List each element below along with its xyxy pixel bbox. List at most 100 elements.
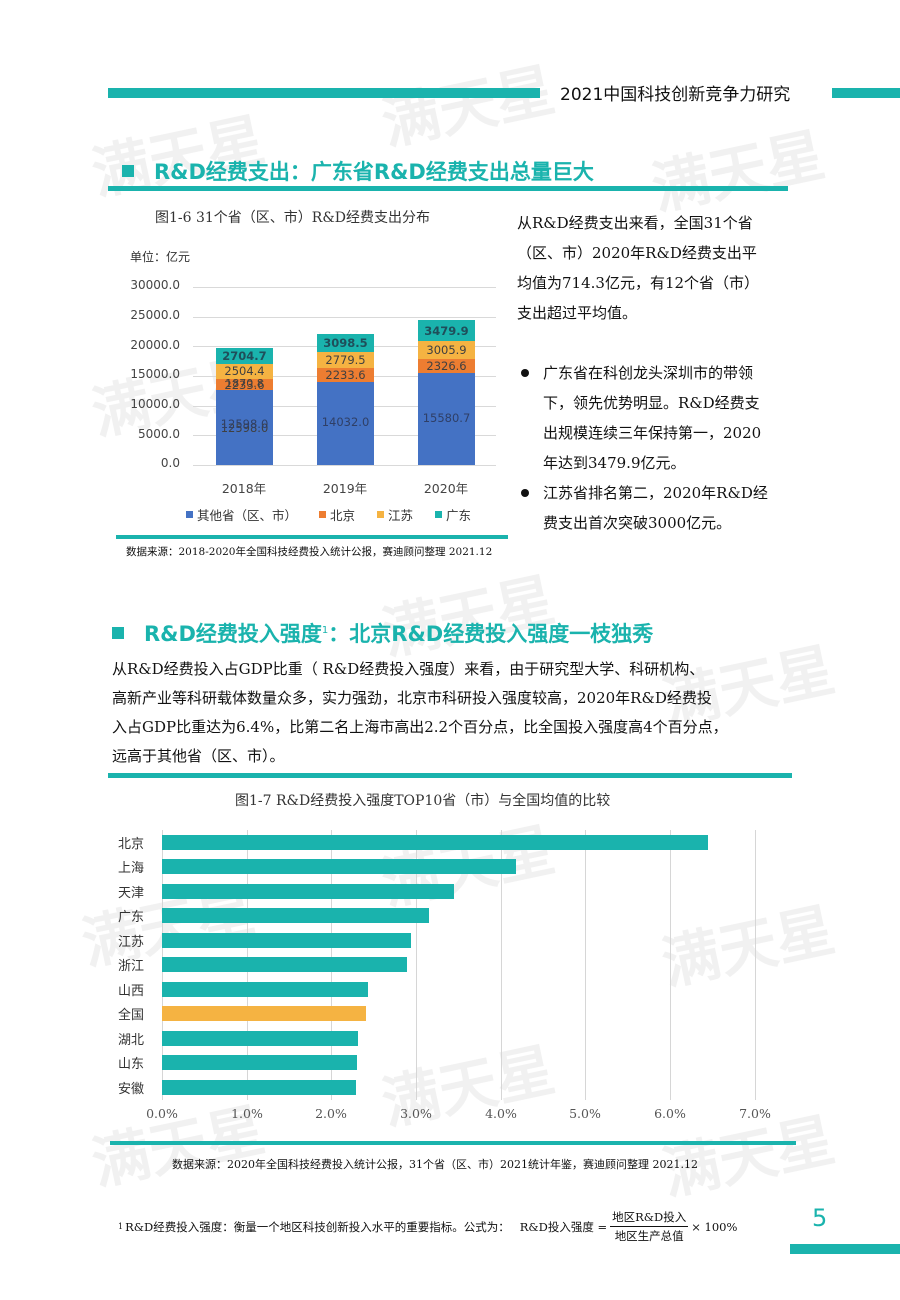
heading-part: R&D经费投入强度 (144, 622, 322, 646)
bar-label: 北京 (118, 836, 145, 852)
bar-row: 山东 (118, 1051, 357, 1076)
bar-label: 全国 (118, 1008, 145, 1024)
bar (162, 834, 708, 850)
gridline (585, 830, 586, 1100)
horizontal-bar-chart: 北京 上海 天津 广东 江苏 浙江 山西 全国 湖北 山东 安徽 (118, 830, 798, 1100)
unit-label: 单位：亿元 (130, 250, 191, 264)
bullet-dot-icon (521, 369, 529, 377)
formula-numerator: 地区R&D投入 (610, 1209, 689, 1227)
legend-label: 北京 (330, 508, 356, 523)
x-tick: 6.0% (654, 1106, 686, 1121)
gridline (193, 317, 496, 318)
y-tick: 20000.0 (130, 338, 180, 352)
bar (162, 1055, 357, 1071)
x-tick: 2020年 (423, 481, 469, 496)
legend-item-others: 其他省（区、市） (186, 505, 297, 524)
x-tick: 3.0% (400, 1106, 432, 1121)
bar-row: 广东 (118, 904, 429, 929)
figure1-title: 图1-6 31个省（区、市）R&D经费支出分布 (155, 210, 431, 226)
segment-others (418, 372, 475, 465)
y-tick: 0.0 (160, 456, 180, 470)
intro-line: 均值为714.3亿元，有12个省（市） (517, 274, 760, 292)
legend-label: 其他省（区、市） (197, 508, 298, 523)
bar-2018: 12598.0 2233.6 (216, 348, 273, 465)
bullet-line: 出规模连续三年保持第一，2020 (543, 424, 762, 442)
y-tick: 10000.0 (130, 397, 180, 411)
page-number: 5 (812, 1204, 828, 1232)
segment-jiangsu (418, 341, 475, 359)
bar-label: 湖北 (118, 1032, 145, 1048)
section1-heading-text: R&D经费支出：广东省R&D经费支出总量巨大 (154, 160, 594, 184)
legend-swatch (435, 511, 443, 518)
intro-line: 支出超过平均值。 (517, 304, 638, 322)
y-tick: 30000.0 (130, 278, 180, 292)
segment-beijing: 2233.6 (216, 379, 273, 391)
bar-2020 (418, 320, 475, 465)
bar (162, 957, 407, 973)
chart2-bottom-rule (110, 1141, 796, 1145)
segment-jiangsu (216, 364, 273, 380)
segment-guangdong (216, 348, 273, 365)
bullet-line: 费支出首次突破3000亿元。 (543, 514, 732, 532)
gridline (193, 465, 496, 466)
legend-item-beijing: 北京 (319, 505, 355, 524)
gridline (670, 830, 671, 1100)
paragraph-line: 从R&D经费投入占GDP比重（ R&D经费投入强度）来看，由于研究型大学、科研机… (112, 660, 705, 678)
formula-tail: × 100% (691, 1219, 738, 1234)
segment-beijing (418, 358, 475, 373)
bar-label: 安徽 (118, 1081, 145, 1097)
legend-item-jiangsu: 江苏 (377, 505, 413, 524)
bar-label: 上海 (118, 861, 145, 877)
bullet-line: 年达到3479.9亿元。 (543, 454, 686, 472)
bar (162, 883, 454, 899)
report-title: 2021中国科技创新竞争力研究 (560, 85, 791, 105)
bar-row: 浙江 (118, 953, 407, 978)
x-tick: 5.0% (569, 1106, 601, 1121)
paragraph-line: 远高于其他省（区、市）。 (112, 747, 285, 765)
bar (162, 981, 368, 997)
legend-label: 江苏 (388, 508, 414, 523)
chart1-source: 数据来源：2018-2020年全国科技经费投入统计公报，赛迪顾问整理 2021.… (126, 546, 493, 558)
bar-label: 天津 (118, 885, 145, 901)
formula-lhs: R&D投入强度 = (519, 1219, 608, 1234)
bullet-item: 江苏省排名第二，2020年R&D经 费支出首次突破3000亿元。 (517, 478, 802, 538)
bar (162, 908, 429, 924)
legend-swatch (319, 511, 327, 518)
segment-jiangsu (317, 351, 374, 369)
gridline (755, 830, 756, 1100)
legend-item-guangdong: 广东 (435, 505, 471, 524)
bullet-line: 广东省在科创龙头深圳市的带领 (543, 364, 754, 382)
footnote: 1 R&D经费投入强度：衡量一个地区科技创新投入水平的重要指标。公式为： R&D… (118, 1209, 737, 1244)
footnote-text: R&D经费投入强度：衡量一个地区科技创新投入水平的重要指标。公式为： (125, 1219, 510, 1234)
section2-heading-text: R&D经费投入强度1：北京R&D经费投入强度一枝独秀 (144, 618, 653, 648)
segment-beijing (317, 368, 374, 382)
section2-paragraph: 从R&D经费投入占GDP比重（ R&D经费投入强度）来看，由于研究型大学、科研机… (112, 655, 802, 771)
intro-line: （区、市）2020年R&D经费支出平 (517, 244, 757, 262)
y-tick: 25000.0 (130, 308, 180, 322)
gridline (193, 287, 496, 288)
x-tick: 4.0% (485, 1106, 517, 1121)
gridline (416, 830, 417, 1100)
bullet-item: 广东省在科创龙头深圳市的带领 下，领先优势明显。R&D经费支 出规模连续三年保持… (517, 358, 802, 478)
bar-row: 湖北 (118, 1026, 358, 1051)
heading-square-icon (112, 627, 124, 639)
x-tick: 2018年 (221, 481, 267, 496)
formula-denominator: 地区生产总值 (614, 1229, 684, 1243)
footer-bar (790, 1244, 900, 1254)
segment-others (317, 381, 374, 465)
watermark: 满天星 (375, 565, 561, 669)
stacked-bar-chart: 30000.0 25000.0 20000.0 15000.0 10000.0 … (110, 278, 500, 496)
bullet-line: 下，领先优势明显。R&D经费支 (543, 394, 760, 412)
bar-label: 山东 (118, 1057, 145, 1073)
chart1-legend: 其他省（区、市） 北京 江苏 广东 (186, 505, 471, 524)
paragraph-line: 入占GDP比重达为6.4%，比第二名上海市高出2.2个百分点，比全国投入强度高4… (112, 718, 728, 736)
legend-swatch (377, 511, 385, 518)
bar-row: 上海 (118, 855, 516, 880)
paragraph-line: 高新产业等科研载体数量众多，实力强劲，北京市科研投入强度较高，2020年R&D经… (112, 689, 712, 707)
x-axis: 0.0% 1.0% 2.0% 3.0% 4.0% 5.0% 6.0% 7.0% (118, 1106, 818, 1126)
bar-label: 浙江 (118, 959, 145, 975)
x-tick: 7.0% (739, 1106, 771, 1121)
chart1-bottom-rule (116, 535, 508, 539)
legend-label: 广东 (446, 508, 472, 523)
gridline (501, 830, 502, 1100)
